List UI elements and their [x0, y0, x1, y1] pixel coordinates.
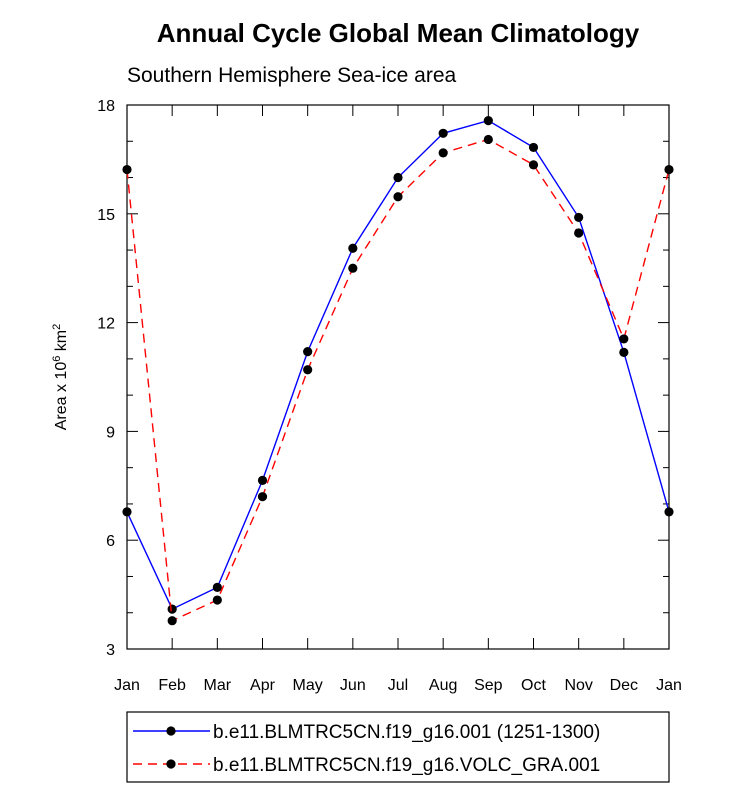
data-point — [483, 134, 493, 145]
data-point — [303, 347, 313, 357]
data-point — [438, 148, 448, 158]
x-tick-label: Oct — [521, 677, 546, 694]
y-axis-label-unit: km — [53, 330, 70, 356]
legend-label-1: b.e11.BLMTRC5CN.f19_g16.001 (1251-1300) — [213, 722, 600, 743]
y-tick-label: 18 — [97, 98, 115, 115]
chart-subtitle: Southern Hemisphere Sea-ice area — [127, 64, 457, 87]
data-point — [257, 492, 268, 502]
y-axis-label-exp: 6 — [51, 356, 63, 362]
data-point — [664, 164, 674, 175]
data-point — [393, 192, 403, 202]
x-tick-label: Jan — [656, 677, 682, 694]
axes: 3 6 9 12 15 18 Jan Feb Mar Apr May Jun Jul Aug Sep Oct N… — [97, 98, 682, 694]
data-point — [167, 616, 177, 626]
x-tick-label: Dec — [610, 677, 638, 694]
plot-frame — [126, 104, 670, 650]
y-tick-label: 3 — [106, 642, 115, 659]
y-tick-label: 12 — [97, 316, 115, 333]
data-point — [393, 172, 403, 183]
data-point — [619, 347, 629, 357]
data-point — [619, 334, 629, 344]
data-point — [483, 115, 493, 126]
data-point — [528, 142, 539, 153]
data-point — [212, 595, 222, 605]
data-point — [122, 507, 132, 517]
legend-box — [126, 711, 670, 783]
data-point — [122, 164, 132, 175]
x-tick-label: Jun — [340, 677, 366, 694]
data-point — [574, 212, 584, 223]
data-point — [212, 582, 222, 592]
legend-marker-1 — [166, 726, 176, 736]
data-point — [528, 160, 539, 170]
x-tick-label: Jan — [114, 677, 140, 694]
legend-marker-2 — [166, 759, 176, 769]
y-axis-label-prefix: Area x 10 — [53, 362, 70, 431]
y-tick-label: 6 — [106, 533, 115, 550]
data-point — [303, 365, 313, 375]
y-axis-label: Area x 106 km2 — [51, 324, 70, 431]
x-tick-label: May — [293, 677, 323, 694]
x-tick-label: Feb — [158, 677, 186, 694]
x-tick-label: Apr — [250, 677, 276, 694]
y-tick-label: 9 — [106, 424, 115, 441]
chart-title: Annual Cycle Global Mean Climatology — [157, 18, 640, 48]
x-tick-label: Mar — [204, 677, 232, 694]
legend: b.e11.BLMTRC5CN.f19_g16.001 (1251-1300) b… — [126, 711, 670, 783]
data-point — [664, 507, 674, 517]
y-axis-label-unit-exp: 2 — [51, 324, 63, 330]
x-tick-label: Aug — [429, 677, 457, 694]
data-point — [574, 228, 584, 238]
x-tick-label: Nov — [564, 677, 592, 694]
x-tick-label: Jul — [388, 677, 408, 694]
data-point — [348, 263, 358, 273]
y-tick-label: 15 — [97, 207, 115, 224]
data-point — [348, 243, 358, 253]
data-point — [167, 604, 177, 614]
x-tick-label: Sep — [474, 677, 503, 694]
data-point — [257, 475, 268, 485]
series-line-2 — [126, 138, 670, 622]
legend-label-2: b.e11.BLMTRC5CN.f19_g16.VOLC_GRA.001 — [213, 755, 600, 776]
data-point — [438, 128, 448, 138]
series-layer — [122, 115, 674, 626]
